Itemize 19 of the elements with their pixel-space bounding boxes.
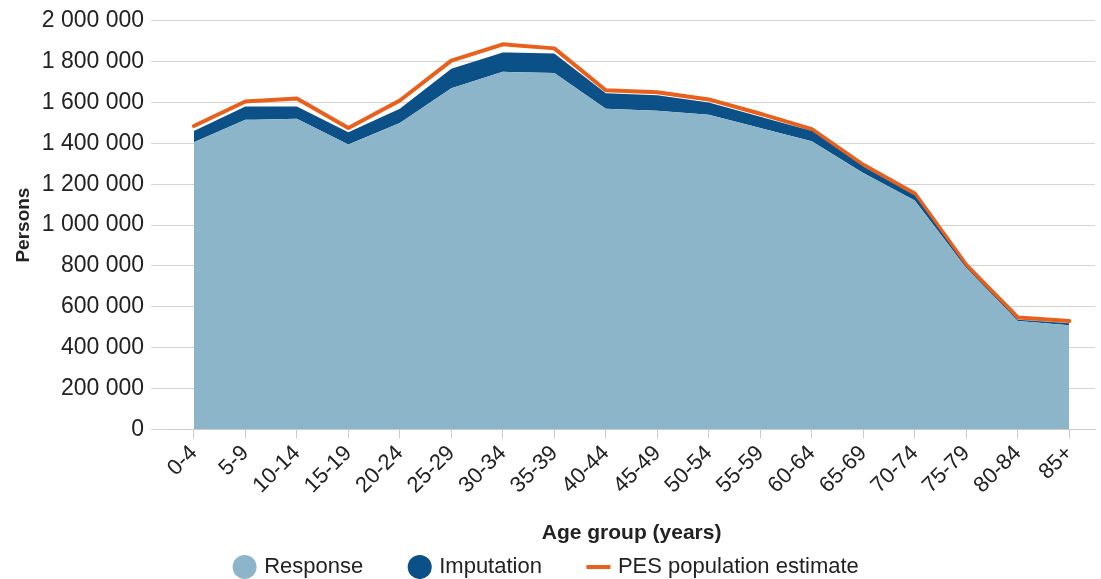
- y-tick-label: 800 000: [60, 251, 145, 278]
- y-tick-label: 2 000 000: [41, 6, 145, 33]
- y-tick-label: 1 200 000: [41, 169, 145, 196]
- x-tick-label: 0-4: [161, 439, 202, 480]
- y-tick-label: 1 800 000: [41, 47, 145, 73]
- legend-label: PES population estimate: [617, 553, 859, 579]
- y-axis-title: Persons: [11, 187, 33, 263]
- y-tick-label: 0: [131, 414, 145, 441]
- y-tick-label: 200 000: [60, 373, 145, 400]
- x-tick-label: 85+: [1033, 439, 1078, 484]
- y-tick-label: 1 600 000: [41, 87, 145, 114]
- x-tick-label: 5-9: [213, 439, 254, 480]
- y-tick-label: 1 000 000: [41, 210, 145, 237]
- legend-label: Imputation: [439, 553, 542, 579]
- y-tick-label: 600 000: [60, 292, 145, 319]
- y-tick-label: 400 000: [60, 332, 145, 359]
- x-axis-title: Age group (years): [541, 520, 722, 544]
- legend-label: Response: [264, 553, 364, 579]
- y-tick-label: 1 400 000: [41, 128, 145, 155]
